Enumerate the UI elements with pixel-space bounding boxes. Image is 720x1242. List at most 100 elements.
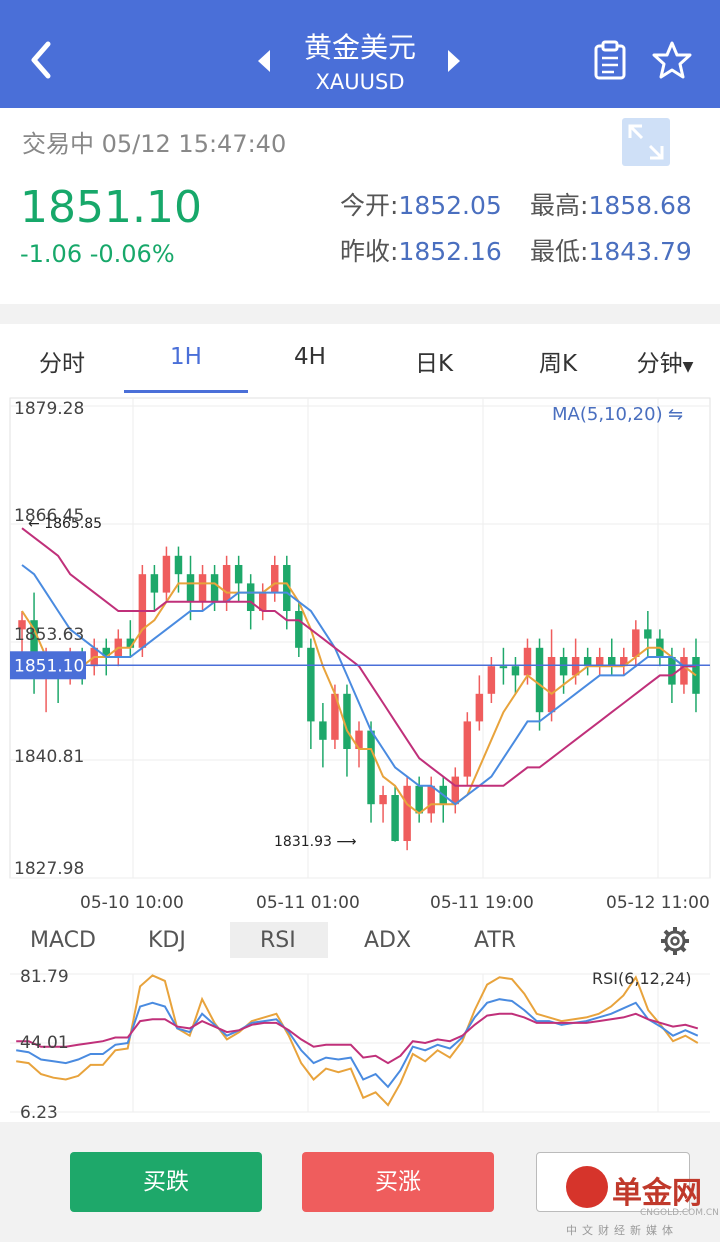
sell-button[interactable]: 买跌 — [70, 1152, 262, 1212]
candle-body — [18, 620, 26, 630]
rsi-legend: RSI(6,12,24) — [592, 969, 692, 988]
candle-body — [668, 656, 676, 685]
tab-daily[interactable]: 日K — [414, 351, 454, 377]
candle-body — [463, 721, 472, 777]
candle-body — [523, 647, 532, 676]
low-stat: 最低:1843.79 — [530, 237, 692, 266]
trading-status: 交易中 05/12 15:47:40 — [22, 130, 287, 158]
instrument-symbol: XAUUSD — [315, 70, 405, 94]
quote-panel: 交易中 05/12 15:47:40 1851.10 -1.06 -0.06% … — [0, 108, 720, 304]
candle-body — [198, 574, 207, 602]
candle-body — [174, 555, 183, 575]
x-tick-label: 05-11 01:00 — [256, 893, 360, 913]
watermark-tagline: 中文财经新媒体 — [566, 1224, 678, 1237]
top-bar: 黄金美元 XAUUSD — [0, 0, 720, 108]
price-chart[interactable]: 1879.28 1866.45 1853.63 1840.81 1827.98 … — [0, 394, 720, 914]
favorite-star-icon[interactable] — [652, 40, 692, 80]
candle-body — [632, 629, 640, 657]
x-tick-label: 05-10 10:00 — [80, 893, 184, 913]
candle-body — [319, 721, 327, 740]
candle-body — [608, 656, 616, 667]
candle-body — [271, 564, 279, 593]
tab-kdj[interactable]: KDJ — [148, 928, 186, 953]
fullscreen-button[interactable] — [622, 118, 670, 166]
min-price-marker: 1831.93 ⟶ — [274, 834, 356, 850]
candle-body — [644, 629, 652, 639]
tab-adx[interactable]: ADX — [364, 928, 412, 953]
candle-body — [620, 656, 628, 667]
ma5-line — [21, 582, 697, 815]
settings-gear-icon[interactable] — [660, 926, 690, 956]
candle-body — [102, 647, 110, 657]
candle-body — [391, 795, 399, 842]
candle-body — [367, 730, 375, 805]
prev-instrument-icon[interactable] — [256, 48, 272, 74]
candle-body — [295, 610, 303, 648]
candle-body — [511, 666, 520, 676]
prev-close-stat: 昨收:1852.16 — [340, 237, 502, 266]
candle-body — [222, 564, 231, 602]
instrument-name: 黄金美元 — [303, 31, 416, 64]
rsi6-line — [16, 974, 699, 1107]
active-indicator-bg — [230, 922, 328, 958]
y-tick-label: 1879.28 — [14, 399, 84, 419]
tab-weekly[interactable]: 周K — [538, 351, 578, 377]
next-instrument-icon[interactable] — [446, 48, 462, 74]
switch-icon[interactable]: ⇋ — [668, 404, 683, 425]
candle-body — [487, 666, 496, 694]
price-change: -1.06 -0.06% — [20, 240, 175, 268]
tab-atr[interactable]: ATR — [474, 928, 517, 953]
ma-legend[interactable]: MA(5,10,20) — [552, 404, 663, 425]
rsi-y-top: 81.79 — [20, 967, 69, 987]
candle-body — [427, 785, 435, 814]
candle-body — [246, 583, 255, 611]
candle-body — [30, 620, 38, 676]
candle-body — [355, 730, 363, 750]
tab-4h[interactable]: 4H — [294, 344, 326, 370]
rsi-y-bot: 6.23 — [20, 1103, 58, 1122]
y-tick-label: 1866.45 — [14, 506, 84, 526]
trade-bar: 买跌 买涨 单金网 CNGOLD.COM.CN 中文财经新媒体 — [0, 1122, 720, 1242]
candle-body — [234, 564, 243, 584]
dropdown-icon: ▼ — [682, 359, 694, 375]
candle-body — [150, 574, 159, 593]
ma10-line — [21, 564, 696, 806]
y-tick-label: 1827.98 — [14, 859, 84, 879]
watermark-brand: 单金网 — [612, 1176, 702, 1211]
candle-body — [680, 656, 688, 685]
tab-1h[interactable]: 1H — [170, 344, 202, 370]
candle-body — [595, 656, 604, 667]
rsi12-line — [16, 998, 699, 1089]
tab-minute[interactable]: 分钟▼ — [636, 351, 694, 377]
candle-body — [583, 656, 592, 667]
clipboard-icon[interactable] — [592, 40, 628, 80]
current-price-label: 1851.10 — [14, 656, 84, 676]
candle-body — [186, 574, 195, 602]
active-tab-indicator — [124, 390, 248, 393]
tab-macd[interactable]: MACD — [30, 928, 96, 953]
buy-button[interactable]: 买涨 — [302, 1152, 494, 1212]
candle-body — [403, 785, 411, 842]
candle-body — [379, 795, 387, 805]
candle-body — [210, 574, 219, 602]
candlestick-chart: 1879.28 1866.45 1853.63 1840.81 1827.98 … — [9, 397, 711, 913]
candle-body — [451, 776, 460, 805]
rsi-chart[interactable]: 81.79 44.01 6.23 RSI(6,12,24) — [0, 966, 720, 1123]
candle-body — [283, 564, 291, 611]
chart-frame — [9, 397, 711, 879]
back-icon[interactable] — [26, 40, 56, 80]
rsi-y-mid: 44.01 — [20, 1033, 69, 1053]
rsi-plot: 81.79 44.01 6.23 RSI(6,12,24) — [10, 967, 710, 1123]
candle-body — [307, 647, 315, 722]
indicator-tabs: MACD KDJ RSI ADX ATR — [0, 914, 720, 966]
max-price-marker: ← 1865.85 — [28, 516, 102, 532]
candle-body — [415, 785, 423, 814]
tab-timeshare[interactable]: 分时 — [39, 351, 85, 377]
candle-body — [162, 555, 171, 593]
candle-body — [343, 693, 351, 750]
y-tick-label: 1853.63 — [14, 625, 84, 645]
last-price: 1851.10 — [20, 182, 202, 233]
tab-rsi[interactable]: RSI — [260, 928, 296, 953]
more-button[interactable] — [536, 1152, 690, 1212]
current-price-tag — [10, 651, 86, 680]
